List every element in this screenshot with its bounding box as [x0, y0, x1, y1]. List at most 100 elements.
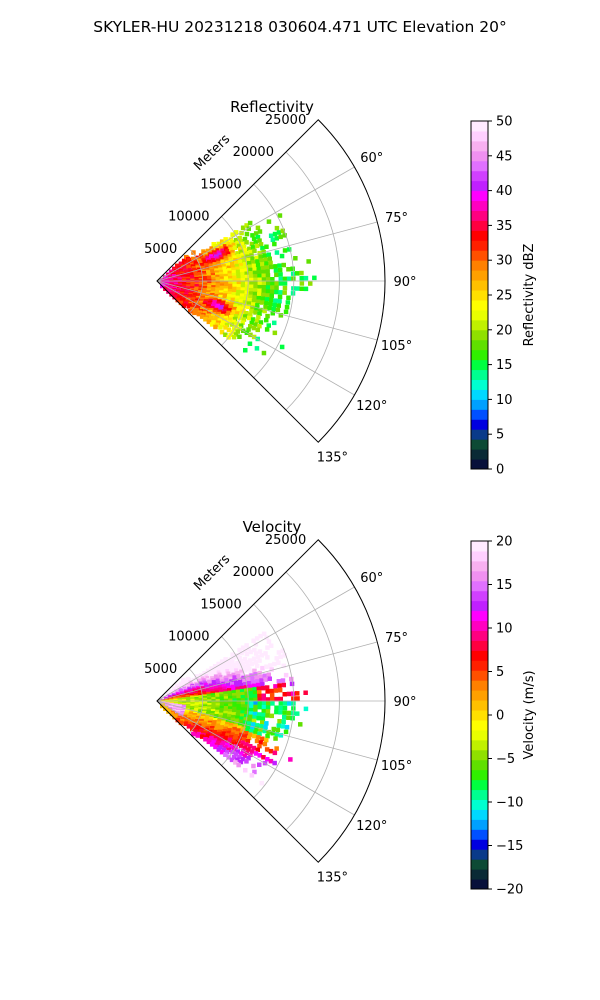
radar-cell [223, 325, 228, 330]
colorbar-segment [471, 280, 488, 291]
radar-cell [246, 257, 251, 263]
radar-cell [239, 265, 244, 271]
colorbar-tick-label: −5 [496, 752, 515, 767]
radar-cell [222, 686, 227, 691]
radar-cell [191, 731, 196, 737]
radar-cell [222, 688, 228, 694]
radar-cell [303, 690, 308, 695]
radial-tick-label: 10000 [168, 210, 209, 225]
radar-cell [277, 683, 282, 688]
radar-cell [266, 701, 271, 706]
radar-cell [266, 219, 272, 224]
colorbar-segment [471, 560, 488, 572]
radar-cell [234, 721, 239, 726]
radar-cell [250, 305, 255, 311]
radar-cell [265, 689, 270, 694]
radar-cell [261, 285, 267, 290]
radar-cell [236, 695, 241, 700]
radar-cell [231, 252, 236, 258]
radar-cell [219, 290, 224, 295]
radar-cell [243, 668, 248, 673]
colorbar-segment [471, 210, 488, 221]
radar-cell [235, 295, 240, 301]
colorbar-segment [471, 799, 488, 810]
radar-cell [289, 676, 294, 682]
radar-cell [232, 692, 237, 698]
radar-cell [295, 691, 300, 696]
radar-cell [236, 728, 241, 733]
radar-cell [261, 701, 267, 706]
radar-cell [265, 705, 271, 710]
radar-cell [253, 281, 258, 286]
radar-cell [257, 701, 263, 706]
radar-cell [238, 719, 244, 724]
radar-cell [245, 281, 250, 286]
radar-cell [232, 255, 237, 260]
radar-cell [226, 242, 231, 247]
radar-cell [252, 733, 257, 739]
radar-cell [265, 313, 270, 319]
radar-cell [264, 265, 270, 270]
colorbar-segment [471, 660, 488, 671]
radar-cell [240, 271, 245, 277]
radar-cell [269, 297, 274, 303]
radar-cell [188, 309, 193, 314]
radar-cell [254, 255, 259, 261]
radar-cell [236, 698, 242, 703]
radar-cell [272, 330, 278, 336]
radar-cell [261, 705, 267, 710]
radar-cell [236, 674, 241, 679]
radar-cell [257, 238, 262, 243]
radar-cell [221, 320, 226, 325]
radar-cell [235, 269, 241, 274]
radar-cell [242, 303, 247, 308]
radar-cell [220, 259, 225, 264]
radar-cell [239, 658, 244, 664]
colorbar-segment [471, 580, 488, 592]
radial-tick-label: 25000 [265, 533, 306, 548]
radar-cell [235, 311, 240, 316]
radar-cell [268, 233, 274, 238]
radar-cell [245, 727, 250, 733]
radar-cell [232, 695, 237, 701]
radar-cell [299, 286, 304, 291]
radar-cell [239, 685, 244, 691]
radar-cell [228, 305, 233, 310]
angle-tick-label: 75° [385, 211, 408, 226]
radar-cell [246, 315, 252, 321]
radar-cell [257, 281, 263, 286]
radar-cell [243, 297, 248, 302]
radar-cell [229, 720, 235, 725]
colorbar-segment [471, 220, 488, 231]
radar-cell [273, 268, 279, 273]
radar-cell [276, 650, 282, 655]
radar-cell [267, 676, 272, 681]
radar-cell [248, 687, 253, 693]
panel-title: Velocity [243, 518, 302, 536]
radar-cell [257, 323, 262, 329]
colorbar-segment [471, 319, 488, 331]
radar-cell [258, 242, 264, 247]
radar-cell [282, 653, 287, 658]
radar-cell [226, 327, 232, 332]
angle-tick-label: 105° [381, 339, 412, 354]
radar-cell [235, 660, 240, 666]
radar-cell [219, 710, 224, 715]
radar-cell [272, 661, 277, 667]
radar-cell [243, 734, 248, 739]
radar-cell [219, 703, 225, 708]
radar-cell [232, 245, 238, 250]
radar-cell [203, 737, 208, 742]
radar-cell [232, 706, 237, 712]
radar-cell [236, 289, 241, 295]
radar-cell [244, 694, 250, 700]
colorbar-tick-label: 40 [496, 184, 513, 199]
radar-cell [221, 681, 226, 687]
radar-cell [255, 225, 261, 231]
radar-cell [295, 696, 300, 701]
radar-cell [227, 294, 232, 299]
radar-cell [246, 646, 251, 651]
colorbar-segment [471, 600, 488, 612]
radar-cell [277, 294, 283, 300]
radar-cell [257, 277, 262, 282]
